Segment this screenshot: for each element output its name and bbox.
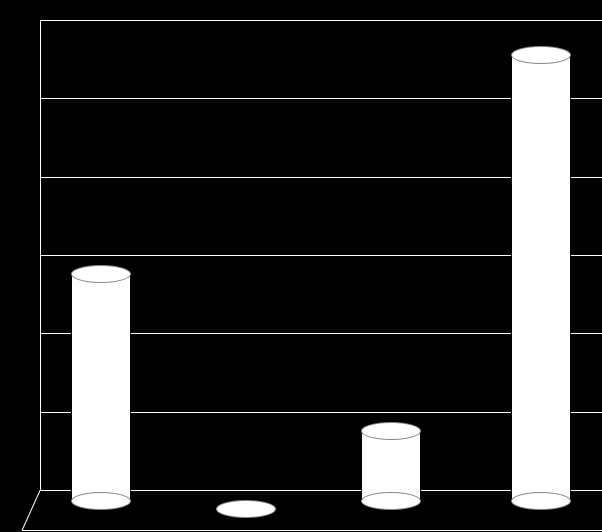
bar-0-bottom — [71, 492, 131, 510]
bar-0-top — [71, 265, 131, 283]
bar-3-body — [511, 55, 571, 501]
floor-left-edge — [22, 490, 41, 531]
gridline-6 — [40, 20, 602, 21]
bar-2-body — [361, 431, 421, 501]
bar-2-bottom — [361, 492, 421, 510]
bar-2-top — [361, 422, 421, 440]
floor-front-edge — [22, 530, 602, 531]
bar-3-top — [511, 46, 571, 64]
bar-2 — [361, 422, 421, 510]
bar-3-bottom — [511, 492, 571, 510]
bar-0 — [71, 265, 131, 510]
bar-3 — [511, 46, 571, 510]
bar-1 — [216, 500, 276, 518]
bar-chart-3d — [0, 0, 602, 532]
bar-0-body — [71, 274, 131, 501]
plot-area — [20, 10, 595, 510]
